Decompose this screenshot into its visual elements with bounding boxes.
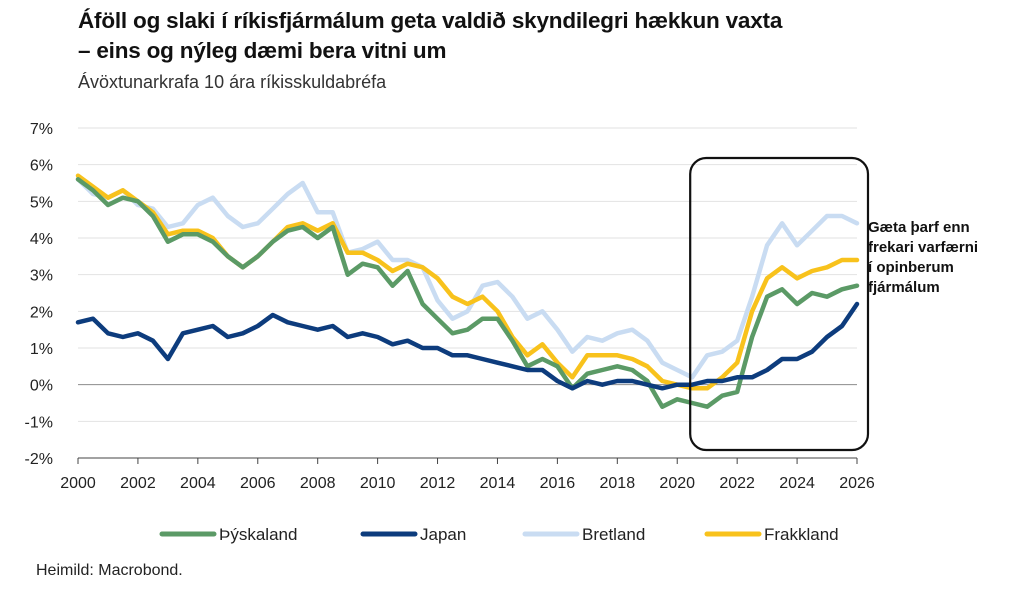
y-tick-label: -2% [25, 451, 53, 468]
x-tick-label: 2008 [300, 475, 336, 492]
chart-title-line-1: Áföll og slaki í ríkisfjármálum geta val… [78, 8, 783, 33]
legend-label-frakkland: Frakkland [764, 525, 839, 544]
y-tick-label: 0% [30, 378, 53, 395]
x-tick-label: 2006 [240, 475, 276, 492]
x-tick-label: 2000 [60, 475, 96, 492]
x-tick-label: 2026 [839, 475, 875, 492]
y-tick-label: 4% [30, 231, 53, 248]
y-tick-label: 6% [30, 158, 53, 175]
legend-label-þýskaland: Þýskaland [219, 525, 297, 544]
x-tick-label: 2020 [659, 475, 695, 492]
x-tick-label: 2014 [480, 475, 516, 492]
annotation-text-line: í opinberum [868, 259, 954, 276]
y-tick-label: 7% [30, 121, 53, 138]
x-tick-label: 2010 [360, 475, 396, 492]
x-tick-label: 2018 [600, 475, 636, 492]
annotation-text-line: fjármálum [868, 279, 940, 296]
x-tick-label: 2004 [180, 475, 216, 492]
x-tick-label: 2022 [719, 475, 755, 492]
annotation-text-line: Gæta þarf enn [868, 219, 970, 236]
y-tick-label: 2% [30, 304, 53, 321]
series-line-frakkland [75, 173, 860, 391]
legend-label-japan: Japan [420, 525, 466, 544]
x-tick-label: 2002 [120, 475, 156, 492]
series-line-japan [75, 301, 860, 391]
chart-subtitle: Ávöxtunarkrafa 10 ára ríkisskuldabréfa [78, 72, 387, 92]
highlight-box [689, 156, 870, 452]
series-line-bretland [75, 177, 860, 380]
y-tick-label: 1% [30, 341, 53, 358]
source-note: Heimild: Macrobond. [36, 562, 183, 579]
chart-title: Áföll og slaki í ríkisfjármálum geta val… [78, 6, 978, 66]
x-tick-label: 2016 [540, 475, 576, 492]
annotation-text-line: frekari varfærni [868, 239, 978, 256]
legend-label-bretland: Bretland [582, 525, 645, 544]
y-tick-label: -1% [25, 414, 53, 431]
x-tick-label: 2024 [779, 475, 815, 492]
chart-title-line-2: – eins og nýleg dæmi bera vitni um [78, 38, 447, 63]
y-tick-label: 3% [30, 268, 53, 285]
y-tick-label: 5% [30, 194, 53, 211]
series-line-þýskaland [75, 177, 860, 409]
x-tick-label: 2012 [420, 475, 456, 492]
